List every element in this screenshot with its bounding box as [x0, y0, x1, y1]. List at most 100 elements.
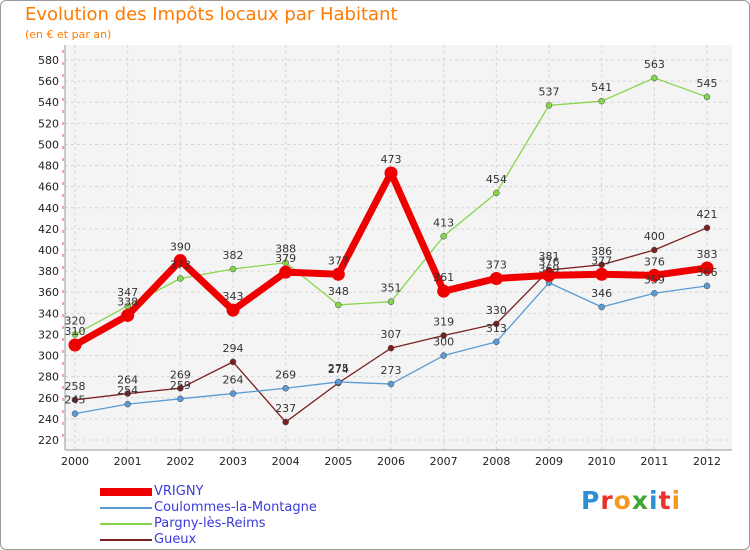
- legend-swatch: [100, 507, 152, 509]
- y-tick-label: 400: [38, 244, 59, 257]
- data-point: [387, 298, 395, 305]
- data-label: 310: [65, 325, 86, 338]
- chart-title: Evolution des Impôts locaux par Habitant: [25, 4, 398, 25]
- data-point: [121, 308, 135, 322]
- logo-letter: o: [613, 486, 632, 515]
- x-tick-label: 2006: [377, 455, 405, 468]
- data-point: [437, 284, 451, 298]
- x-tick-label: 2009: [535, 455, 563, 468]
- logo-letter: x: [631, 486, 649, 515]
- data-point: [124, 302, 131, 310]
- data-label: 383: [697, 248, 718, 261]
- legend-swatch: [100, 523, 152, 525]
- data-point: [335, 301, 342, 309]
- data-point: [651, 246, 658, 254]
- data-label: 473: [381, 153, 402, 166]
- data-label: 258: [65, 380, 86, 393]
- data-point: [440, 352, 447, 359]
- data-point: [279, 265, 293, 279]
- y-tick-label: 340: [38, 307, 59, 320]
- data-point: [387, 380, 395, 388]
- data-label: 269: [275, 368, 296, 381]
- x-tick-label: 2007: [430, 455, 458, 468]
- data-point: [177, 275, 184, 282]
- data-point: [440, 332, 447, 339]
- data-label: 348: [328, 285, 349, 298]
- data-label: 269: [170, 368, 191, 381]
- x-tick-label: 2011: [640, 455, 668, 468]
- data-point: [229, 358, 237, 366]
- y-tick-label: 560: [38, 75, 59, 88]
- data-label: 373: [486, 259, 507, 272]
- data-point: [440, 233, 447, 240]
- data-label: 386: [591, 245, 612, 258]
- data-label: 264: [117, 374, 138, 387]
- y-tick-label: 380: [38, 265, 59, 278]
- data-point: [226, 303, 240, 317]
- y-tick-label: 320: [38, 328, 59, 341]
- data-point: [331, 267, 345, 281]
- y-tick-label: 420: [38, 223, 59, 236]
- y-tick-label: 460: [38, 181, 59, 194]
- y-tick-label: 240: [38, 413, 59, 426]
- data-point: [71, 396, 79, 404]
- y-tick-label: 280: [38, 371, 59, 384]
- y-tick-label: 300: [38, 350, 59, 363]
- data-label: 545: [697, 77, 718, 90]
- x-tick-label: 2001: [114, 455, 142, 468]
- x-tick-label: 2005: [324, 455, 352, 468]
- data-point: [71, 410, 79, 417]
- legend-item: Pargny-lès-Reims: [100, 516, 400, 532]
- data-point: [493, 338, 500, 346]
- data-point: [651, 74, 658, 82]
- data-label: 347: [117, 286, 138, 299]
- data-point: [545, 102, 553, 109]
- y-tick-label: 440: [38, 202, 59, 215]
- data-label: 390: [170, 241, 191, 254]
- data-point: [177, 395, 184, 403]
- proxiti-logo: Proxiti: [581, 486, 681, 515]
- data-label: 294: [223, 342, 244, 355]
- y-tick-label: 480: [38, 160, 59, 173]
- chart-legend: VRIGNY Coulommes-la-Montagne Pargny-lès-Re…: [100, 484, 400, 548]
- x-tick-label: 2000: [61, 455, 89, 468]
- data-label: 330: [486, 304, 507, 317]
- data-label: 377: [328, 254, 349, 267]
- logo-letter: r: [600, 486, 614, 515]
- x-tick-label: 2012: [693, 455, 721, 468]
- data-point: [703, 224, 711, 232]
- data-label: 237: [275, 402, 296, 415]
- logo-letter: i: [649, 486, 659, 515]
- data-label: 264: [223, 374, 244, 387]
- data-label: 563: [644, 58, 665, 71]
- data-point: [493, 189, 500, 197]
- y-tick-label: 540: [38, 96, 59, 109]
- data-label: 382: [223, 249, 244, 262]
- data-point: [229, 390, 237, 397]
- data-label: 421: [697, 208, 718, 221]
- legend-swatch: [100, 539, 152, 541]
- data-label: 319: [433, 316, 454, 329]
- data-point: [598, 303, 605, 311]
- data-label: 273: [381, 364, 402, 377]
- legend-label: VRIGNY: [154, 484, 204, 499]
- data-label: 313: [486, 322, 507, 335]
- data-label: 376: [644, 255, 665, 268]
- data-point: [173, 254, 187, 268]
- data-point: [71, 331, 79, 338]
- data-point: [384, 166, 398, 180]
- data-label: 259: [170, 379, 191, 392]
- data-label: 320: [65, 314, 86, 327]
- data-point: [493, 320, 500, 328]
- y-tick-label: 580: [38, 54, 59, 67]
- x-tick-label: 2003: [219, 455, 247, 468]
- data-label: 300: [433, 336, 454, 349]
- data-point: [335, 378, 342, 386]
- data-point: [229, 265, 237, 273]
- legend-label: Pargny-lès-Reims: [154, 516, 266, 531]
- legend-item: Gueux: [100, 532, 400, 548]
- data-point: [647, 268, 661, 282]
- data-point: [598, 97, 605, 105]
- data-label: 376: [539, 255, 560, 268]
- data-label: 338: [117, 295, 138, 308]
